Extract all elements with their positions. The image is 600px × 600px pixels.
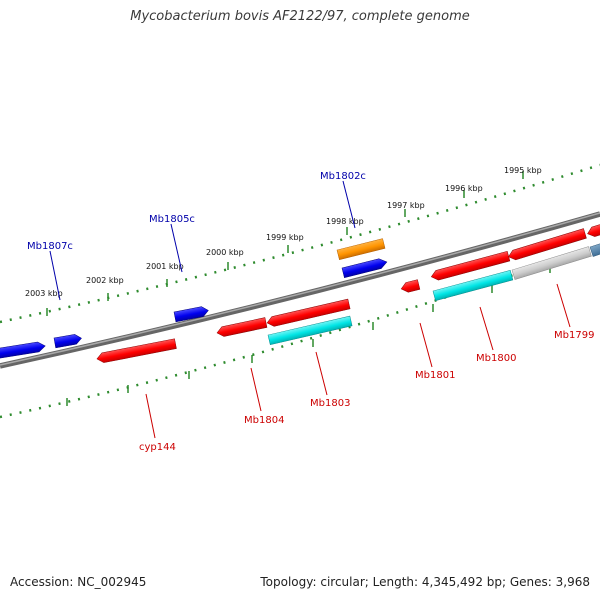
gene-label-cyp144[interactable]: cyp144 <box>139 442 176 453</box>
genome-summary: Topology: circular; Length: 4,345,492 bp… <box>260 575 590 589</box>
kbp-label: 1997 kbp <box>387 201 425 210</box>
gene-label-mb1803[interactable]: Mb1803 <box>310 398 350 409</box>
gene-mb1802c-arrow[interactable] <box>341 257 388 279</box>
genome-backbone <box>0 211 600 369</box>
kbp-label: 1995 kbp <box>504 166 542 175</box>
kbp-label: 2000 kbp <box>206 248 244 257</box>
kbp-label: 2002 kbp <box>86 276 124 285</box>
kbp-label: 2001 kbp <box>146 262 184 271</box>
gene-label-mb1801[interactable]: Mb1801 <box>415 370 455 381</box>
gene-label-mb1805c[interactable]: Mb1805c <box>149 214 195 225</box>
gene-mb1803-arrow[interactable] <box>266 298 351 328</box>
gene-mb1804-arrow[interactable] <box>216 317 268 338</box>
outer-major-ticks <box>46 171 524 316</box>
gene-mb1799-arrow[interactable] <box>507 228 587 262</box>
feature-orange-block[interactable] <box>336 238 386 261</box>
gene-label-mb1800[interactable]: Mb1800 <box>476 353 516 364</box>
gene-label-mb1807c[interactable]: Mb1807c <box>27 241 73 252</box>
accession-label: Accession: NC_002945 <box>10 575 147 589</box>
gene-mb1801-arrow[interactable] <box>400 279 421 294</box>
map-title: Mycobacterium bovis AF2122/97, complete … <box>130 9 470 24</box>
gene-partial-red-arrow[interactable] <box>586 221 600 239</box>
feature-grey-block[interactable] <box>511 246 592 280</box>
gene-label-mb1802c[interactable]: Mb1802c <box>320 171 366 182</box>
gene-cyp144-arrow[interactable] <box>96 338 177 364</box>
gene-label-mb1799[interactable]: Mb1799 <box>554 330 594 341</box>
kbp-label: 1998 kbp <box>326 217 364 226</box>
kbp-label: 1999 kbp <box>266 233 304 242</box>
kbp-label: 1996 kbp <box>445 184 483 193</box>
gene-mb1800-arrow[interactable] <box>430 250 511 281</box>
feature-cyan-block-2[interactable] <box>432 269 514 301</box>
label-leaders <box>49 180 571 439</box>
kbp-labels: 2003 kbp 2002 kbp 2001 kbp 2000 kbp 1999… <box>25 166 542 298</box>
feature-cyan-block[interactable] <box>267 315 353 346</box>
kbp-label: 2003 kbp <box>25 289 63 298</box>
feature-steel-block[interactable] <box>589 240 600 257</box>
inner-major-ticks <box>66 265 551 406</box>
gene-mb1805c-arrow[interactable] <box>173 306 209 323</box>
gene-mb1807c-arrow[interactable] <box>0 341 46 359</box>
gene-label-mb1804[interactable]: Mb1804 <box>244 415 284 426</box>
gene-mb1806c-arrow[interactable] <box>53 333 82 349</box>
outer-tick-track <box>0 163 600 324</box>
